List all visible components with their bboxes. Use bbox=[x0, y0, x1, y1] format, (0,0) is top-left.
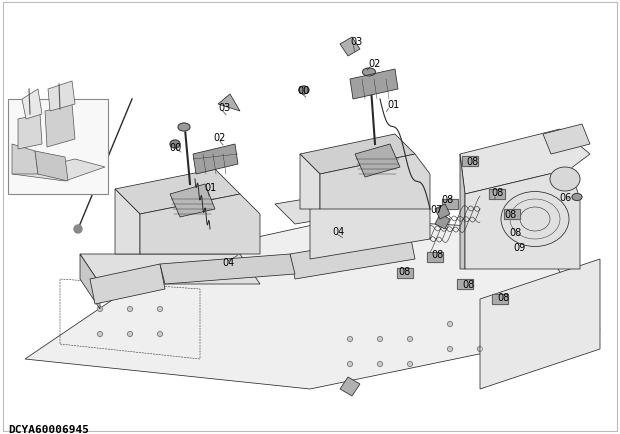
Circle shape bbox=[347, 337, 353, 342]
Circle shape bbox=[448, 347, 453, 352]
Polygon shape bbox=[340, 377, 360, 396]
Polygon shape bbox=[350, 70, 398, 100]
Text: 09: 09 bbox=[513, 243, 525, 253]
Polygon shape bbox=[310, 190, 430, 260]
Bar bbox=[504, 210, 520, 220]
Circle shape bbox=[407, 337, 412, 342]
Polygon shape bbox=[25, 220, 600, 389]
Polygon shape bbox=[543, 125, 590, 155]
Polygon shape bbox=[80, 254, 100, 309]
Text: 07: 07 bbox=[431, 204, 443, 214]
Circle shape bbox=[477, 347, 482, 352]
Circle shape bbox=[128, 332, 133, 337]
Ellipse shape bbox=[363, 69, 376, 77]
Bar bbox=[427, 253, 443, 263]
Text: 02: 02 bbox=[214, 133, 226, 143]
Bar bbox=[489, 190, 505, 200]
Circle shape bbox=[157, 307, 162, 312]
Bar bbox=[442, 200, 458, 210]
Circle shape bbox=[128, 307, 133, 312]
Polygon shape bbox=[160, 254, 295, 284]
Text: 08: 08 bbox=[497, 293, 509, 302]
Text: 04: 04 bbox=[222, 257, 234, 267]
Polygon shape bbox=[300, 135, 415, 174]
Ellipse shape bbox=[572, 194, 582, 201]
Ellipse shape bbox=[178, 124, 190, 132]
Polygon shape bbox=[340, 38, 360, 57]
Polygon shape bbox=[355, 145, 400, 178]
Text: 08: 08 bbox=[466, 157, 478, 167]
Ellipse shape bbox=[299, 87, 309, 95]
Text: DCYA60006945: DCYA60006945 bbox=[8, 424, 89, 434]
Polygon shape bbox=[18, 115, 42, 150]
Ellipse shape bbox=[550, 168, 580, 191]
Polygon shape bbox=[140, 194, 260, 254]
Polygon shape bbox=[218, 95, 240, 112]
Circle shape bbox=[74, 226, 82, 233]
Bar bbox=[492, 294, 508, 304]
Bar bbox=[8, 100, 108, 194]
Circle shape bbox=[97, 307, 102, 312]
Polygon shape bbox=[12, 160, 105, 181]
Polygon shape bbox=[45, 105, 75, 148]
Bar bbox=[462, 157, 478, 167]
Polygon shape bbox=[80, 254, 260, 284]
Polygon shape bbox=[48, 82, 75, 112]
Bar bbox=[442, 200, 458, 210]
Circle shape bbox=[407, 362, 412, 367]
Text: 08: 08 bbox=[441, 194, 453, 204]
Bar bbox=[457, 279, 473, 289]
Polygon shape bbox=[300, 155, 320, 210]
Polygon shape bbox=[460, 130, 590, 194]
Circle shape bbox=[448, 322, 453, 327]
Polygon shape bbox=[90, 264, 165, 304]
Text: 08: 08 bbox=[491, 187, 503, 197]
Ellipse shape bbox=[501, 192, 569, 247]
Polygon shape bbox=[320, 155, 430, 210]
Polygon shape bbox=[435, 204, 450, 220]
Text: 08: 08 bbox=[431, 250, 443, 260]
Text: 03: 03 bbox=[218, 103, 230, 113]
Text: 03: 03 bbox=[350, 37, 362, 47]
Polygon shape bbox=[12, 145, 38, 174]
Polygon shape bbox=[115, 190, 140, 254]
Text: 01: 01 bbox=[387, 100, 399, 110]
Text: 02: 02 bbox=[369, 59, 381, 69]
Bar bbox=[489, 190, 505, 200]
Polygon shape bbox=[290, 234, 415, 279]
Text: 08: 08 bbox=[462, 279, 474, 289]
Bar bbox=[457, 279, 473, 289]
Polygon shape bbox=[170, 184, 215, 217]
Polygon shape bbox=[465, 170, 580, 270]
Ellipse shape bbox=[170, 141, 180, 149]
Text: 00: 00 bbox=[169, 143, 181, 153]
Circle shape bbox=[347, 362, 353, 367]
Polygon shape bbox=[115, 170, 240, 214]
Bar bbox=[492, 294, 508, 304]
Polygon shape bbox=[193, 145, 238, 174]
Circle shape bbox=[157, 332, 162, 337]
Text: 08: 08 bbox=[510, 227, 522, 237]
Bar bbox=[462, 157, 478, 167]
Text: 04: 04 bbox=[332, 227, 344, 237]
Text: 08: 08 bbox=[504, 210, 516, 220]
Polygon shape bbox=[22, 90, 42, 120]
Polygon shape bbox=[275, 184, 415, 224]
Text: 06: 06 bbox=[559, 193, 571, 203]
Circle shape bbox=[378, 362, 383, 367]
Text: 01: 01 bbox=[204, 183, 216, 193]
Text: 08: 08 bbox=[398, 266, 410, 276]
Polygon shape bbox=[35, 151, 68, 181]
Polygon shape bbox=[480, 260, 600, 389]
Circle shape bbox=[378, 337, 383, 342]
Bar bbox=[427, 253, 443, 263]
Text: 00: 00 bbox=[297, 86, 309, 96]
Polygon shape bbox=[460, 155, 465, 270]
Bar bbox=[504, 210, 520, 220]
Bar bbox=[397, 268, 413, 278]
Bar bbox=[397, 268, 413, 278]
Circle shape bbox=[97, 332, 102, 337]
Polygon shape bbox=[435, 214, 450, 230]
